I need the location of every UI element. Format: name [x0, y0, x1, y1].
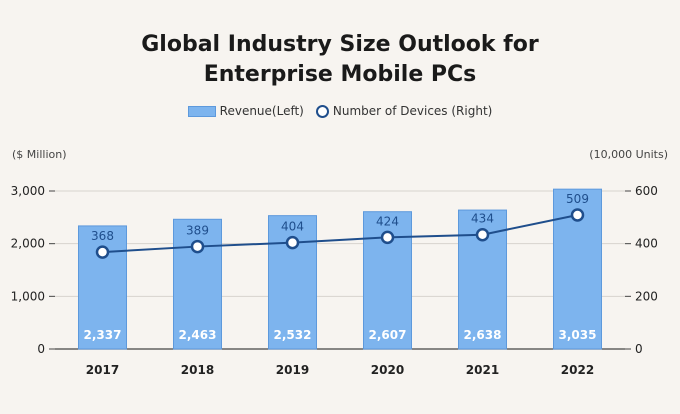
devices-value-label: 404 — [281, 220, 304, 234]
devices-value-label: 368 — [91, 229, 114, 243]
devices-point — [190, 239, 205, 254]
bar-value-label: 2,463 — [179, 328, 217, 342]
x-tick-label: 2017 — [86, 363, 119, 377]
devices-value-label: 434 — [471, 212, 494, 226]
left-axis-unit: ($ Million) — [12, 148, 67, 161]
right-tick-label: 0 — [635, 342, 643, 356]
legend-item-revenue: Revenue(Left) — [187, 104, 304, 118]
chart-title-line-2: Enterprise Mobile PCs — [203, 62, 477, 87]
bar-value-label: 3,035 — [559, 328, 597, 342]
devices-point — [285, 235, 300, 250]
devices-point — [475, 227, 490, 242]
x-tick-label: 2022 — [561, 363, 594, 377]
chart-title-line-1: Global Industry Size Outlook for — [141, 32, 539, 57]
devices-line — [102, 213, 578, 254]
legend-label-revenue: Revenue(Left) — [219, 104, 304, 118]
x-tick-label: 2020 — [371, 363, 404, 377]
left-tick-label: 0 — [37, 342, 45, 356]
legend: Revenue(Left) Number of Devices (Right) — [0, 104, 680, 118]
right-tick-label: 200 — [635, 289, 658, 303]
devices-point — [570, 208, 585, 222]
legend-bar-swatch — [187, 105, 216, 117]
x-tick-label: 2018 — [181, 363, 214, 377]
chart-title: Global Industry Size Outlook for Enterpr… — [0, 30, 680, 90]
devices-value-label: 424 — [376, 214, 399, 228]
left-tick-label: 1,000 — [11, 289, 45, 303]
devices-value-label: 389 — [186, 224, 209, 238]
left-tick-label: 3,000 — [11, 184, 45, 198]
devices-point — [95, 245, 110, 259]
bar-value-label: 2,607 — [369, 328, 407, 342]
bar-value-label: 2,337 — [84, 328, 122, 342]
left-tick-label: 2,000 — [11, 237, 45, 251]
devices-value-label: 509 — [566, 192, 589, 206]
devices-point — [380, 230, 395, 245]
right-tick-label: 400 — [635, 237, 658, 251]
x-tick-label: 2019 — [276, 363, 309, 377]
right-tick-label: 600 — [635, 184, 658, 198]
legend-item-devices: Number of Devices (Right) — [315, 104, 493, 118]
legend-dot-swatch — [315, 104, 329, 118]
right-axis-unit: (10,000 Units) — [589, 148, 668, 161]
bar-value-label: 2,532 — [274, 328, 312, 342]
bar-value-label: 2,638 — [464, 328, 502, 342]
legend-label-devices: Number of Devices (Right) — [332, 104, 493, 118]
x-tick-label: 2021 — [466, 363, 499, 377]
